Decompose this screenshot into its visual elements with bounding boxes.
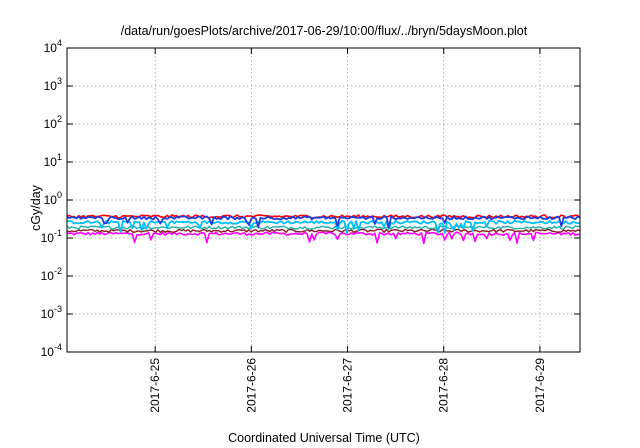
- series-line: [66, 231, 581, 245]
- x-tick-label: 2017-6-26: [244, 358, 258, 413]
- y-axis-tick-labels: 10-4 10-3 10-2 10-1 100 101 102 103 104: [41, 38, 62, 359]
- series-line: [66, 219, 580, 234]
- series-line: [66, 225, 581, 230]
- y-tick-label: 10-2: [41, 266, 62, 283]
- y-tick-label: 10-4: [41, 342, 62, 359]
- y-tick-label: 104: [44, 38, 62, 55]
- series-line: [66, 215, 581, 229]
- chart-title: /data/run/goesPlots/archive/2017-06-29/1…: [121, 24, 528, 38]
- y-tick-label: 10-3: [41, 304, 62, 321]
- x-tick-label: 2017-6-28: [437, 358, 451, 413]
- x-tick-label: 2017-6-25: [148, 358, 162, 413]
- y-tick-label: 10-1: [41, 228, 62, 245]
- axis-ticks: [67, 47, 580, 353]
- y-tick-label: 101: [44, 152, 62, 169]
- y-tick-label: 103: [44, 76, 62, 93]
- x-axis-tick-labels: 2017-6-25 2017-6-26 2017-6-27 2017-6-28 2017…: [148, 358, 547, 413]
- grid: [67, 48, 580, 352]
- y-axis-label: cGy/day: [29, 184, 43, 231]
- y-tick-label: 100: [44, 190, 62, 207]
- x-axis-label: Coordinated Universal Time (UTC): [228, 431, 420, 445]
- x-tick-label: 2017-6-29: [533, 358, 547, 413]
- y-tick-label: 102: [44, 114, 62, 131]
- series-line: [66, 228, 581, 233]
- x-tick-label: 2017-6-27: [341, 358, 355, 413]
- series-group: [66, 214, 581, 245]
